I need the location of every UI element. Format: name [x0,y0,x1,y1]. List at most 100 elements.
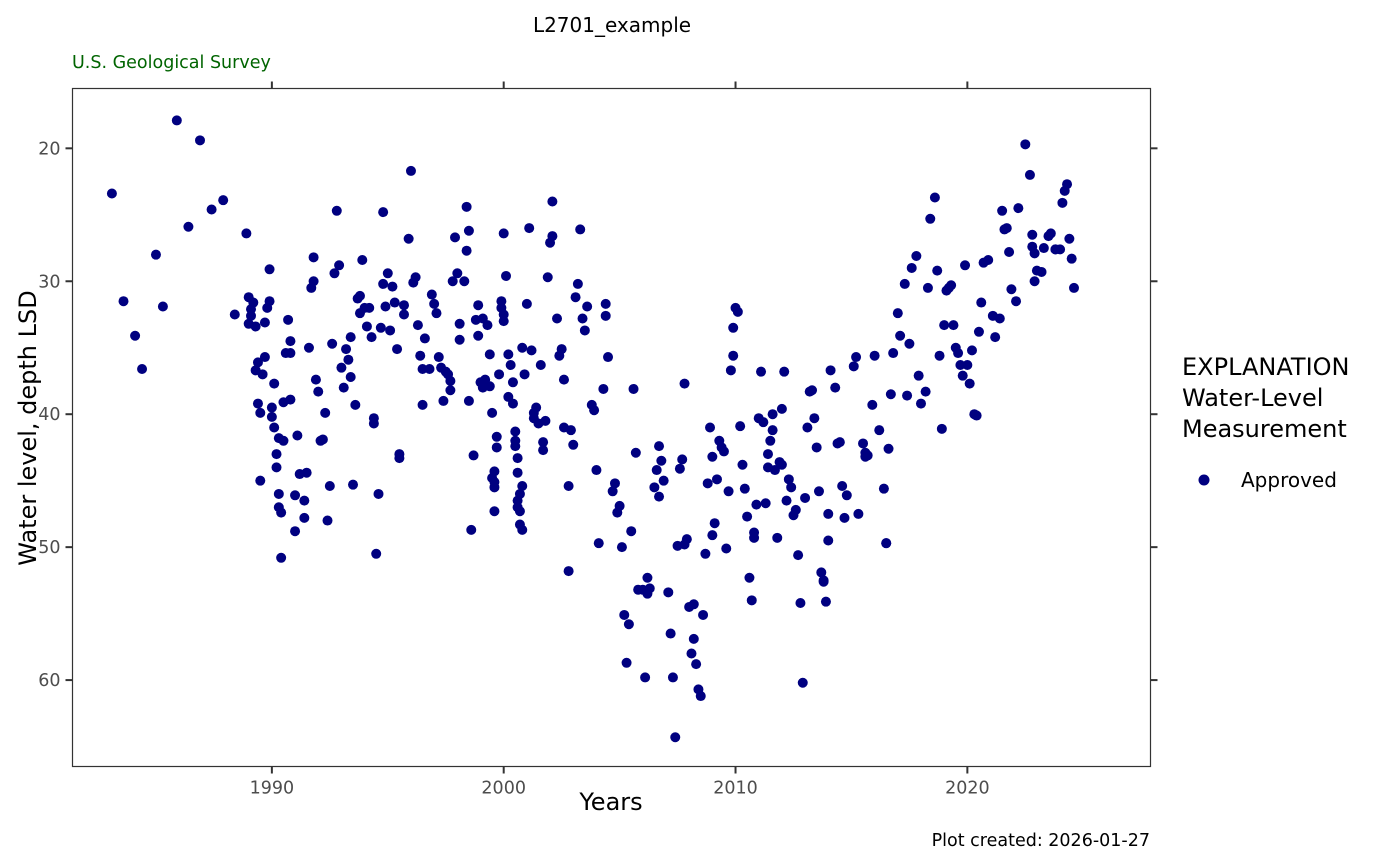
data-point [308,276,319,287]
data-point [482,320,493,331]
data-point [450,232,461,243]
data-point [677,454,688,465]
data-point [405,165,416,176]
data-point [371,548,382,559]
data-point [760,498,771,509]
data-point [382,268,393,279]
data-point [600,310,611,321]
data-point [1029,276,1040,287]
data-point [1011,296,1022,307]
data-point [663,587,674,598]
data-point [452,268,463,279]
data-point [853,508,864,519]
data-point [357,254,368,265]
data-point [1045,228,1056,239]
data-point [336,362,347,373]
data-point [540,415,551,426]
data-point [783,474,794,485]
x-tick-label: 2000 [481,779,526,799]
x-axis-label: Years [578,788,642,816]
data-point [1055,244,1066,255]
y-tick-label: 30 [38,272,60,292]
data-point [1064,233,1075,244]
data-point [417,364,428,375]
data-point [957,370,968,381]
data-point [913,370,924,381]
data-point [834,437,845,448]
data-point [878,483,889,494]
data-point [651,465,662,476]
data-point [484,349,495,360]
data-point [426,289,437,300]
data-point [591,465,602,476]
data-point [686,648,697,659]
data-point [776,459,787,470]
data-point [797,677,808,688]
data-point [816,567,827,578]
data-point [385,325,396,336]
y-axis: 20 30 40 50 60 [38,139,1158,691]
data-point [259,352,270,363]
data-point [514,506,525,517]
data-point [904,338,915,349]
data-point [498,228,509,239]
data-point [802,422,813,433]
data-point [327,338,338,349]
data-point [491,431,502,442]
data-point [538,445,549,456]
data-point [623,619,634,630]
data-point [130,330,141,341]
data-point [997,205,1008,216]
legend-label-approved: Approved [1241,468,1337,492]
data-point [1066,253,1077,264]
data-point [654,491,665,502]
data-point [867,399,878,410]
data-point [269,422,280,433]
data-point [542,272,553,283]
data-point [512,453,523,464]
data-point [517,480,528,491]
data-point [705,422,716,433]
data-point [990,332,1001,343]
data-point [841,490,852,501]
data-point [510,426,521,437]
data-point [674,463,685,474]
data-point [498,316,509,327]
data-point [577,313,588,324]
data-point [510,441,521,452]
data-point [744,572,755,583]
data-point [640,672,651,683]
data-point [378,207,389,218]
data-point [373,488,384,499]
data-point [392,344,403,355]
chart-subtitle: U.S. Geological Survey [72,53,271,73]
data-point [767,425,778,436]
data-point [380,301,391,312]
data-point [688,633,699,644]
data-point [609,478,620,489]
data-point [303,342,314,353]
data-point [619,609,630,620]
data-point [728,350,739,361]
data-point [630,447,641,458]
data-point [535,360,546,371]
data-point [862,450,873,461]
data-point [906,262,917,273]
data-point [765,435,776,446]
data-point [463,225,474,236]
data-point [206,204,217,215]
data-point [851,352,862,363]
data-point [1057,197,1068,208]
data-point [459,276,470,287]
data-point [758,417,769,428]
data-point [966,345,977,356]
data-point [983,254,994,265]
data-point [746,595,757,606]
data-point [607,486,618,497]
data-point [269,378,280,389]
data-point [899,278,910,289]
data-point [1020,139,1031,150]
data-point [579,325,590,336]
x-tick-label: 2010 [713,779,758,799]
data-point [922,282,933,293]
